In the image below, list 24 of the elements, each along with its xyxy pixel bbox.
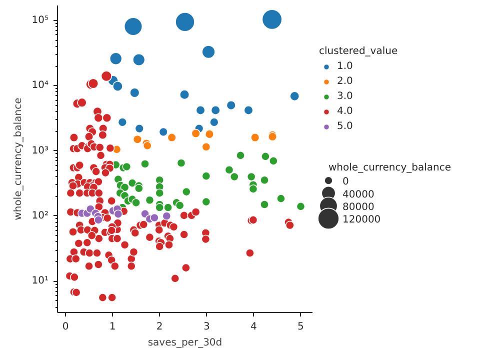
x-tick-label: 2 xyxy=(156,322,163,332)
y-tick-label: 10³ xyxy=(32,145,48,156)
legend-label: 40000 xyxy=(342,189,374,200)
y-tick-label: 10² xyxy=(32,210,48,222)
legend-label: 2.0 xyxy=(337,75,354,89)
legend-label: 80000 xyxy=(342,202,374,213)
x-axis-title: saves_per_30d xyxy=(148,338,222,348)
legend-label: 1.0 xyxy=(337,60,354,74)
y-axis-title: whole_currency_balance xyxy=(12,98,24,220)
x-tick-label: 5 xyxy=(298,322,304,332)
y-tick-label: 10¹ xyxy=(32,276,48,287)
legend-label: 120000 xyxy=(342,214,381,226)
x-tick-label: 4 xyxy=(250,322,257,332)
y-tick-label: 10⁴ xyxy=(32,80,48,92)
y-tick-label: 10⁵ xyxy=(32,15,48,26)
x-tick-label: 1 xyxy=(109,322,116,332)
text: whole_currency_balance xyxy=(328,162,452,174)
x-tick-label: 0 xyxy=(62,322,69,332)
legend-label: 4.0 xyxy=(337,105,354,119)
legend-label: 5.0 xyxy=(337,120,354,134)
legend-title: clustered_value xyxy=(319,46,398,57)
legend-label: 3.0 xyxy=(337,90,354,104)
legend-label: 0 xyxy=(342,176,349,188)
x-tick-label: 3 xyxy=(203,322,210,332)
